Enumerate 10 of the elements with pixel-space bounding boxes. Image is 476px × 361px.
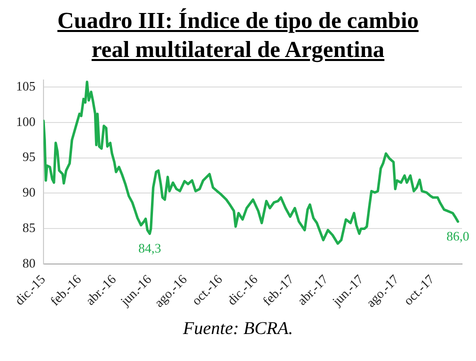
annotation: 84,3 [138,240,162,256]
y-tick-label: 100 [16,114,36,129]
annotation: 86,0 [446,228,470,244]
y-tick-label: 90 [22,184,36,200]
y-tick-label: 95 [22,149,36,164]
y-tick-label: 85 [22,220,36,236]
chart-title: Cuadro III: Índice de tipo de cambio real multilateral de Argentina [56,7,420,64]
source-note: Fuente: BCRA. [182,318,294,339]
y-tick-label: 105 [16,78,36,94]
y-tick-label: 80 [22,256,36,271]
